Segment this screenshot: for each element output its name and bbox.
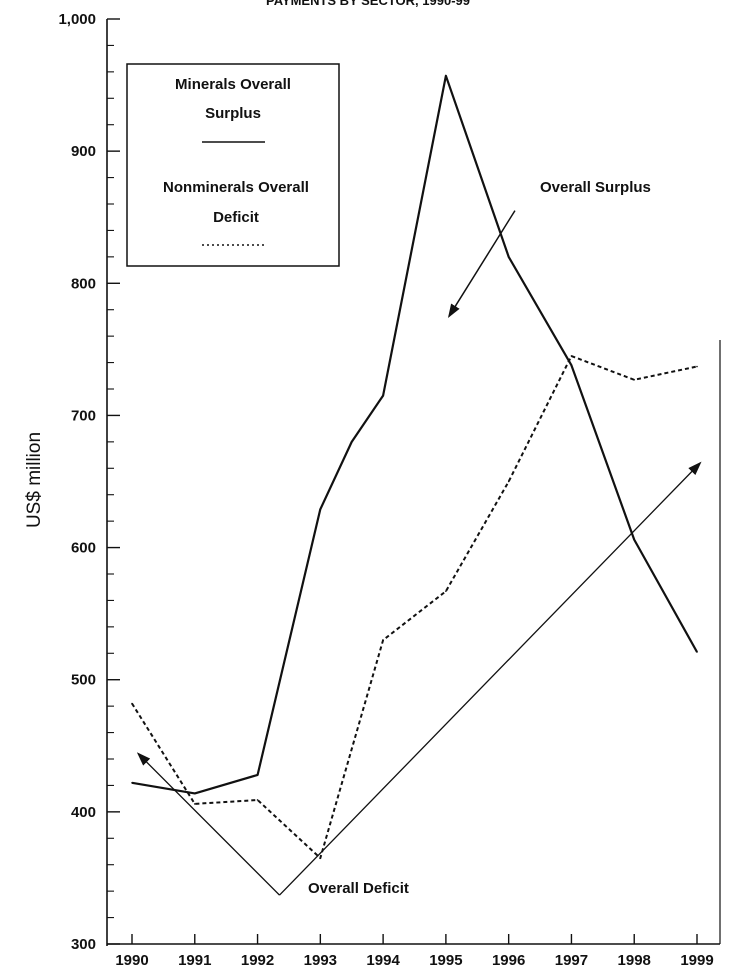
point-minerals	[256, 774, 259, 776]
point-nonminerals	[193, 803, 196, 805]
overall-deficit-arrow-left	[136, 752, 280, 896]
series-layer	[131, 74, 698, 860]
legend-label-minerals-line1: Minerals Overall	[175, 76, 291, 93]
x-tick-label: 1996	[492, 952, 525, 969]
point-nonminerals	[445, 590, 447, 592]
point-minerals	[350, 441, 353, 443]
point-nonminerals	[633, 378, 636, 381]
overall-deficit-arrow-right	[279, 461, 702, 896]
point-minerals	[131, 781, 133, 784]
legend-label-minerals-line2: Surplus	[205, 105, 261, 122]
point-minerals	[696, 651, 698, 653]
point-minerals	[570, 364, 573, 367]
y-tick-label: 300	[71, 936, 96, 953]
x-tick-label: 1997	[555, 952, 588, 969]
legend-box	[126, 63, 340, 267]
y-axis-label: US$ million	[24, 432, 45, 528]
y-axis: 300 400 500 600 700 800 900 1,000	[58, 11, 120, 953]
point-minerals	[319, 508, 322, 511]
y-tick-label: 1,000	[58, 11, 96, 28]
x-tick-label: 1995	[429, 952, 462, 969]
legend-label-nonminerals-line1: Nonminerals Overall	[163, 179, 309, 196]
point-minerals	[382, 394, 384, 397]
y-tick-label: 400	[71, 804, 96, 821]
x-tick-label: 1993	[304, 952, 337, 969]
y-tick-label: 800	[71, 275, 96, 292]
y-tick-label: 600	[71, 540, 96, 557]
point-nonminerals	[382, 639, 384, 641]
y-tick-label: 500	[71, 672, 96, 689]
annotation-layer: Overall Surplus Overall Deficit	[136, 179, 702, 897]
point-nonminerals	[319, 857, 322, 859]
x-tick-label: 1991	[178, 952, 211, 969]
plot-frame	[106, 19, 721, 946]
point-minerals	[445, 75, 447, 77]
x-tick-label: 1999	[680, 952, 713, 969]
point-minerals	[193, 792, 196, 795]
overall-deficit-annotation: Overall Deficit	[308, 880, 409, 897]
point-nonminerals	[131, 702, 133, 705]
point-minerals	[633, 538, 636, 541]
x-tick-label: 1998	[618, 952, 651, 969]
legend-label-nonminerals-line2: Deficit	[213, 209, 259, 226]
y-tick-label: 900	[71, 143, 96, 160]
chart-title: PAYMENTS BY SECTOR, 1990-99	[266, 0, 470, 8]
point-nonminerals	[570, 355, 573, 357]
legend: Minerals Overall Surplus Nonminerals Ove…	[126, 63, 340, 267]
y-tick-label: 700	[71, 407, 96, 424]
x-tick-label: 1994	[366, 952, 400, 969]
overall-surplus-annotation: Overall Surplus	[540, 179, 651, 196]
point-nonminerals	[696, 365, 698, 368]
point-nonminerals	[507, 480, 510, 483]
x-axis: 1990 1991 1992 1993 1994 1995 1996 1997 1998 1999	[115, 934, 714, 969]
x-tick-label: 1992	[241, 952, 274, 969]
point-minerals	[507, 256, 510, 258]
overall-surplus-arrow	[447, 210, 516, 319]
series-line-nonminerals	[131, 355, 698, 860]
point-nonminerals	[256, 799, 259, 801]
x-tick-label: 1990	[115, 952, 148, 969]
